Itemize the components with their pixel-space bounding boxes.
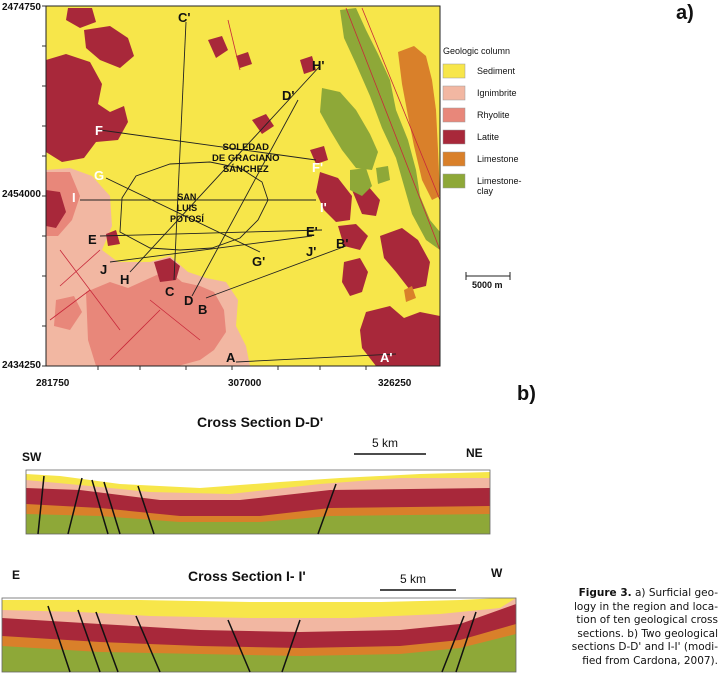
town-sanluis-line3: POTOSÍ bbox=[170, 214, 204, 224]
x-tick-left: 281750 bbox=[36, 378, 70, 389]
label-D-prime: D' bbox=[282, 88, 295, 103]
town-soledad-line3: SÁNCHEZ bbox=[222, 164, 269, 175]
label-E-prime: E' bbox=[306, 224, 318, 239]
geologic-map bbox=[42, 5, 511, 370]
y-tick-middle: 2454000 bbox=[2, 189, 41, 200]
label-J: J bbox=[100, 262, 108, 277]
cross-section-i bbox=[1, 589, 517, 673]
panel-b-label: b) bbox=[517, 383, 536, 405]
legend-ignimbrite: Ignimbrite bbox=[477, 88, 517, 98]
y-tick-bottom: 2434250 bbox=[2, 360, 41, 371]
x-tick-middle: 307000 bbox=[228, 378, 262, 389]
san-luis-outline bbox=[119, 161, 269, 251]
town-san-luis: SAN LUIS POTOSÍ bbox=[170, 192, 204, 225]
caption-line-5: sections D-D' and I-I' (modi- bbox=[571, 641, 718, 653]
label-A-prime: A' bbox=[380, 350, 393, 365]
figure-caption: Figure 3. a) Surficial geo- logy in the … bbox=[532, 587, 718, 668]
town-soledad-line2: DE GRACIANO bbox=[212, 153, 280, 164]
section2-right-dir: W bbox=[491, 566, 503, 580]
legend-limestone: Limestone bbox=[477, 154, 519, 164]
caption-line-6: fied from Cardona, 2007). bbox=[582, 654, 718, 667]
section-line-C bbox=[173, 21, 187, 281]
legend-sediment: Sediment bbox=[477, 66, 516, 76]
legend-limestone-clay: Limestone-clay bbox=[477, 176, 522, 196]
legend-rhyolite: Rhyolite bbox=[477, 110, 510, 120]
town-sanluis-line2: LUIS bbox=[176, 203, 198, 213]
y-tick-top: 2474750 bbox=[2, 2, 41, 13]
label-C-prime: C' bbox=[178, 10, 191, 25]
map-scale-label: 5000 m bbox=[472, 280, 503, 290]
section1-title: Cross Section D-D' bbox=[197, 414, 324, 430]
label-E: E bbox=[88, 232, 97, 247]
section-line-B bbox=[205, 245, 347, 299]
caption-line-2: logy in the region and loca- bbox=[573, 600, 718, 613]
label-D: D bbox=[184, 293, 194, 308]
legend-title: Geologic column bbox=[443, 46, 511, 56]
caption-label: Figure 3. bbox=[578, 587, 632, 599]
town-sanluis-line1: SAN bbox=[177, 192, 197, 202]
label-B: B bbox=[198, 302, 208, 317]
town-soledad-line1: SOLEDAD bbox=[222, 142, 269, 153]
x-tick-right: 326250 bbox=[378, 378, 412, 389]
caption-line-3: tion of ten geological cross bbox=[576, 614, 718, 626]
section1-left-dir: SW bbox=[22, 450, 42, 464]
label-J-prime: J' bbox=[306, 244, 317, 259]
label-H: H bbox=[120, 272, 130, 287]
section-line-H bbox=[129, 65, 321, 273]
caption-line-4: sections. b) Two geological bbox=[577, 627, 718, 640]
town-soledad: SOLEDAD DE GRACIANO SÁNCHEZ bbox=[212, 142, 280, 175]
label-F: F bbox=[95, 123, 103, 138]
legend-latite: Latite bbox=[477, 132, 500, 142]
cross-section-d bbox=[25, 453, 491, 535]
label-H-prime: H' bbox=[312, 58, 325, 73]
section1-scale-label: 5 km bbox=[372, 436, 399, 450]
section-line-J bbox=[109, 235, 313, 263]
label-I-prime: I' bbox=[320, 200, 327, 215]
section-line-F bbox=[99, 129, 317, 161]
section-point-labels: A A' B B' C C' D D' E E' F F' G G' H H' … bbox=[0, 0, 440, 370]
label-C: C bbox=[165, 284, 175, 299]
section2-title: Cross Section I- I' bbox=[188, 568, 306, 584]
label-I: I bbox=[72, 190, 76, 205]
section-line-D bbox=[191, 99, 299, 297]
label-G-prime: G' bbox=[252, 254, 266, 269]
label-G: G bbox=[94, 168, 105, 183]
section2-scale-label: 5 km bbox=[400, 572, 427, 586]
section-line-A bbox=[235, 353, 397, 363]
panel-a-label: a) bbox=[676, 2, 694, 24]
section-line-E bbox=[99, 229, 323, 237]
label-A: A bbox=[226, 350, 236, 365]
caption-line-1: a) Surficial geo- bbox=[631, 587, 718, 599]
section1-right-dir: NE bbox=[466, 446, 483, 460]
label-F-prime: F' bbox=[312, 160, 324, 175]
section2-left-dir: E bbox=[12, 568, 21, 582]
label-B-prime: B' bbox=[336, 236, 349, 251]
